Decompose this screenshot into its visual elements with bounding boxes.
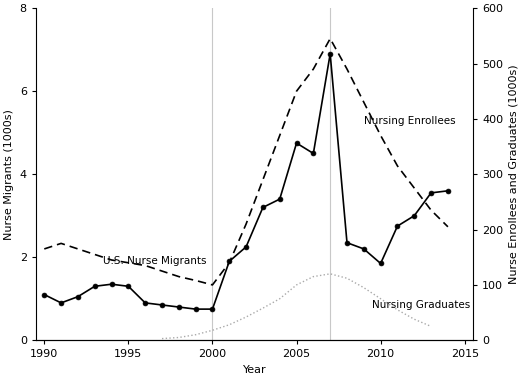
Text: Nursing Enrollees: Nursing Enrollees xyxy=(364,116,456,127)
X-axis label: Year: Year xyxy=(243,365,266,375)
Y-axis label: Nurse Migrants (1000s): Nurse Migrants (1000s) xyxy=(4,109,14,240)
Text: Nursing Graduates: Nursing Graduates xyxy=(372,301,471,310)
Y-axis label: Nurse Enrollees and Graduates (1000s): Nurse Enrollees and Graduates (1000s) xyxy=(509,64,519,284)
Text: U.S. Nurse Migrants: U.S. Nurse Migrants xyxy=(103,255,207,266)
